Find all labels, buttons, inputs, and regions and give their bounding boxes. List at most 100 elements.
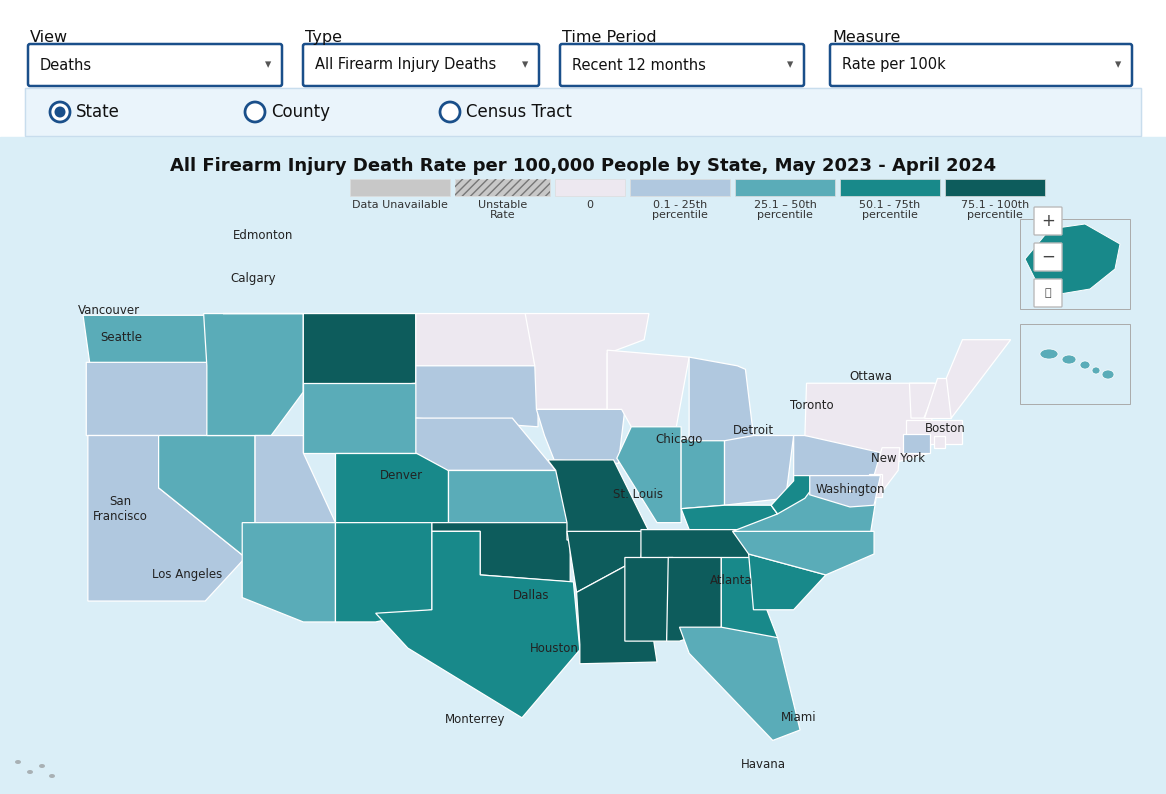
Text: Seattle: Seattle [100,331,142,345]
Polygon shape [567,531,644,592]
FancyBboxPatch shape [1034,207,1062,235]
Text: Denver: Denver [380,469,423,482]
Text: Edmonton: Edmonton [233,229,294,241]
Bar [1020,324,1130,404]
Text: percentile: percentile [967,210,1023,220]
Text: Rate: Rate [490,210,515,220]
Polygon shape [255,436,336,522]
Polygon shape [681,439,724,509]
Text: State: State [76,103,120,121]
Polygon shape [749,554,826,610]
Ellipse shape [49,774,55,778]
Polygon shape [243,522,336,622]
Bar [735,179,835,196]
Text: Calgary: Calgary [231,272,276,285]
Polygon shape [431,522,570,582]
Text: Unstable: Unstable [478,200,527,210]
Text: ▾: ▾ [522,59,528,71]
Polygon shape [794,436,887,476]
Text: Los Angeles: Los Angeles [153,569,223,581]
Text: ▾: ▾ [1115,59,1122,71]
Text: −: − [1041,248,1055,266]
Text: 25.1 – 50th: 25.1 – 50th [753,200,816,210]
Text: percentile: percentile [757,210,813,220]
Bar [455,179,550,196]
Polygon shape [724,436,794,505]
Bar [630,179,730,196]
Polygon shape [303,384,416,453]
Text: Deaths: Deaths [40,57,92,72]
Text: ▾: ▾ [265,59,272,71]
Polygon shape [681,505,778,531]
Polygon shape [375,531,580,718]
Text: Time Period: Time Period [562,30,656,45]
Polygon shape [947,340,1011,418]
Text: ▾: ▾ [787,59,793,71]
Polygon shape [336,453,448,522]
Text: View: View [30,30,68,45]
FancyBboxPatch shape [28,44,282,86]
Text: ⛶: ⛶ [1045,288,1052,298]
Polygon shape [641,530,775,559]
Polygon shape [86,362,215,436]
Polygon shape [416,366,538,427]
Text: +: + [1041,212,1055,230]
Bar [455,179,550,196]
Text: Data Unavailable: Data Unavailable [352,200,448,210]
Polygon shape [416,418,556,470]
Polygon shape [680,627,800,741]
Text: Miami: Miami [781,711,816,724]
Ellipse shape [1062,355,1076,364]
Polygon shape [336,522,431,622]
Bar [1020,219,1130,309]
Polygon shape [902,434,930,453]
Polygon shape [849,490,851,491]
Polygon shape [607,350,689,427]
Polygon shape [204,314,303,436]
Polygon shape [809,476,880,507]
Text: Washington: Washington [815,483,885,496]
Polygon shape [223,314,416,392]
Text: percentile: percentile [862,210,918,220]
Text: Measure: Measure [833,30,900,45]
Text: Havana: Havana [740,758,786,771]
Circle shape [50,102,70,122]
Polygon shape [448,470,567,522]
Text: 75.1 - 100th: 75.1 - 100th [961,200,1030,210]
Text: Type: Type [305,30,342,45]
Ellipse shape [38,764,45,768]
Polygon shape [909,384,939,418]
Polygon shape [83,315,206,373]
Text: All Firearm Injury Death Rate per 100,000 People by State, May 2023 - April 2024: All Firearm Injury Death Rate per 100,00… [170,157,996,175]
Bar [0,137,1166,794]
Polygon shape [934,436,944,448]
Polygon shape [906,420,962,444]
Text: St. Louis: St. Louis [612,488,662,501]
Polygon shape [771,460,842,514]
Bar [840,179,940,196]
Polygon shape [525,314,649,410]
Text: Recent 12 months: Recent 12 months [573,57,705,72]
Polygon shape [689,357,753,441]
Text: Chicago: Chicago [655,433,703,445]
FancyBboxPatch shape [1034,243,1062,271]
Text: Monterrey: Monterrey [445,713,506,726]
FancyBboxPatch shape [830,44,1132,86]
Bar [944,179,1045,196]
Text: 0.1 - 25th: 0.1 - 25th [653,200,707,210]
Text: San
Francisco: San Francisco [92,495,147,522]
Polygon shape [732,481,879,531]
Ellipse shape [1093,367,1100,374]
Polygon shape [732,531,874,575]
Ellipse shape [15,760,21,764]
Polygon shape [87,436,245,601]
FancyBboxPatch shape [1034,279,1062,307]
Ellipse shape [27,770,33,774]
Polygon shape [159,436,255,557]
Polygon shape [536,410,625,464]
Polygon shape [805,384,934,461]
Bar [24,88,1142,136]
Text: Toronto: Toronto [789,399,834,412]
Polygon shape [548,460,649,540]
FancyBboxPatch shape [303,44,539,86]
